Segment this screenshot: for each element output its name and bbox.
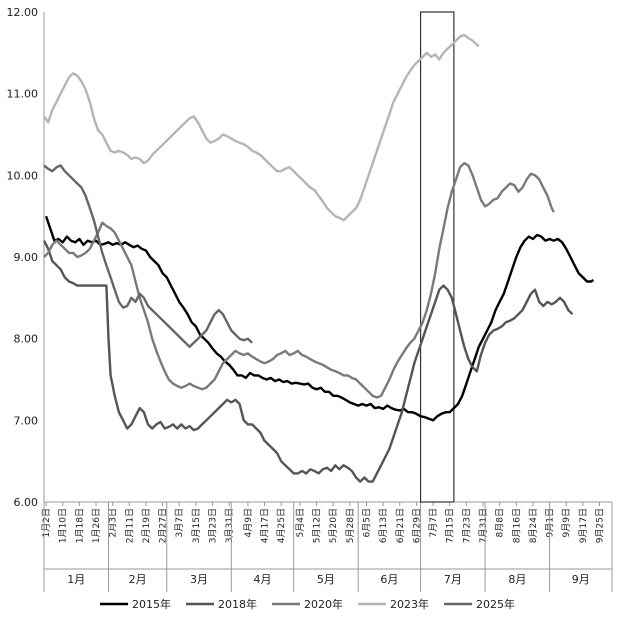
x-tick-label: 9月9日 (561, 508, 572, 537)
plot-area (43, 12, 612, 503)
x-tick-label: 6月5日 (361, 508, 372, 537)
legend-label: 2020年 (304, 597, 343, 611)
x-tick-label: 4月25日 (276, 508, 287, 543)
x-tick-label: 6月13日 (378, 508, 389, 543)
x-tick-label: 3月23日 (208, 508, 219, 543)
x-tick-label: 8月24日 (528, 508, 539, 543)
legend: 2015年 2018年 2020年 2023年 2025年 (100, 597, 515, 611)
y-axis: 6.00 7.00 8.00 9.00 10.00 11.00 12.00 (7, 6, 39, 509)
series-layer (42, 33, 595, 483)
highlight-box (419, 11, 455, 503)
month-label: 3月 (190, 573, 208, 586)
month-label: 5月 (317, 573, 335, 586)
x-tick-label: 1月26日 (91, 508, 102, 543)
x-tick-label: 5月28日 (345, 508, 356, 543)
y-tick-label: 6.00 (14, 496, 39, 509)
x-tick-label: 1月10日 (58, 508, 69, 543)
x-tick-label: 3月7日 (174, 508, 185, 537)
x-tick-label: 4月9日 (243, 508, 254, 537)
x-tick-label: 2月3日 (108, 508, 119, 537)
x-tick-label: 4月17日 (260, 508, 271, 543)
month-label: 7月 (444, 573, 462, 586)
series-line-2 (43, 161, 555, 399)
x-tick-label: 6月21日 (395, 508, 406, 543)
x-tick-label: 6月29日 (411, 508, 422, 543)
legend-label: 2025年 (476, 597, 515, 611)
series-line-4 (43, 164, 253, 348)
y-tick-label: 11.00 (7, 88, 39, 101)
series-line-3 (43, 33, 480, 222)
x-tick-label: 2月19日 (141, 508, 152, 543)
month-label: 6月 (380, 573, 398, 586)
series-line-1 (42, 240, 574, 483)
month-label: 9月 (572, 573, 590, 586)
month-label: 1月 (67, 573, 85, 586)
y-tick-label: 9.00 (14, 251, 39, 264)
x-tick-label: 9月17日 (578, 508, 589, 543)
x-tick-label: 7月23日 (461, 508, 472, 543)
month-label: 8月 (508, 573, 526, 586)
x-tick-label: 7月15日 (445, 508, 456, 543)
x-tick-label: 8月16日 (511, 508, 522, 543)
month-label: 4月 (253, 573, 271, 586)
y-tick-label: 10.00 (7, 169, 39, 182)
y-tick-label: 12.00 (7, 6, 39, 19)
x-tick-label: 2月27日 (158, 508, 169, 543)
legend-label: 2015年 (132, 597, 171, 611)
x-tick-label: 5月12日 (312, 508, 323, 543)
x-tick-label: 1月2日 (41, 508, 52, 537)
legend-label: 2023年 (390, 597, 429, 611)
x-tick-label: 8月8日 (495, 508, 506, 537)
x-tick-label: 3月31日 (224, 508, 235, 543)
x-axis: 1月2日 1月10日 1月18日 1月26日 2月3日 2月11日 2月19日 2月27日 3月… (41, 502, 613, 592)
x-tick-label: 5月20日 (328, 508, 339, 543)
series-line-0 (44, 215, 595, 422)
highlight-rect (419, 11, 455, 503)
y-tick-label: 7.00 (14, 414, 39, 427)
x-tick-label: 5月4日 (295, 508, 306, 537)
x-tick-label: 3月15日 (191, 508, 202, 543)
x-tick-label: 1月18日 (74, 508, 85, 543)
x-tick-label: 2月11日 (124, 508, 135, 543)
x-tick-label: 7月7日 (428, 508, 439, 537)
y-tick-label: 8.00 (14, 333, 39, 346)
x-tick-label: 7月31日 (478, 508, 489, 543)
legend-label: 2018年 (218, 597, 257, 611)
x-tick-label: 9月25日 (595, 508, 606, 543)
month-label: 2月 (129, 573, 147, 586)
